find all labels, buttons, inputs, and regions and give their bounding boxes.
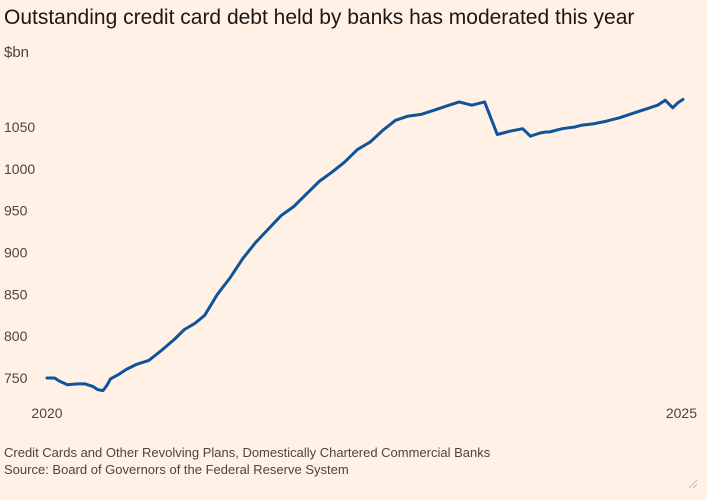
y-axis-unit: $bn xyxy=(4,44,30,61)
resize-handle-icon xyxy=(689,480,697,488)
x-tick-label: 2020 xyxy=(31,405,62,421)
y-tick-label: 950 xyxy=(4,203,28,219)
series-line xyxy=(45,97,685,393)
x-tick-label: 2025 xyxy=(666,405,697,421)
y-tick-label: 1050 xyxy=(4,119,35,135)
y-tick-label: 750 xyxy=(4,370,28,386)
y-tick-label: 800 xyxy=(4,328,28,344)
y-tick-label: 1000 xyxy=(4,161,35,177)
y-tick-label: 850 xyxy=(4,286,28,302)
line-chart: 750 800 850 900 950 1000 1050 2020 2025 xyxy=(4,97,697,421)
chart-source: Source: Board of Governors of the Federa… xyxy=(4,462,349,477)
chart-description: Credit Cards and Other Revolving Plans, … xyxy=(4,445,491,460)
y-tick-label: 900 xyxy=(4,245,28,261)
chart-title: Outstanding credit card debt held by ban… xyxy=(4,6,635,29)
